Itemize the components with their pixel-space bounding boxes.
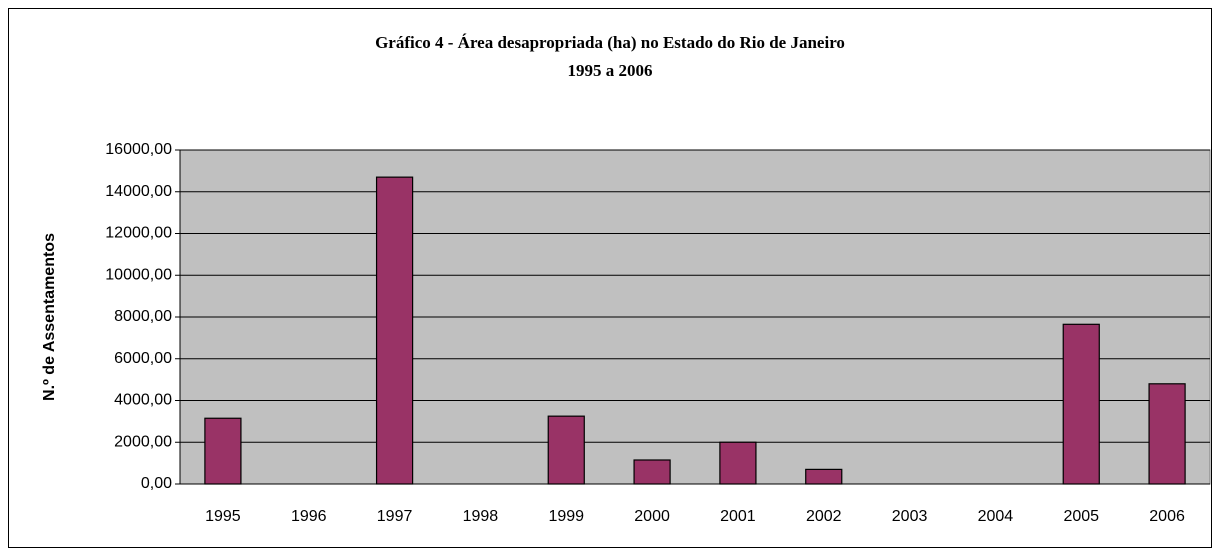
y-tick-label: 10000,00	[105, 266, 172, 283]
y-tick-label: 12000,00	[105, 225, 172, 242]
y-tick-label: 6000,00	[114, 350, 172, 367]
y-tick-label: 4000,00	[114, 392, 172, 409]
y-axis-label: N.º de Assentamentos	[41, 233, 58, 401]
x-tick-label: 2001	[720, 508, 756, 525]
y-tick-label: 16000,00	[105, 141, 172, 158]
bar	[547, 415, 585, 485]
y-tick-label: 2000,00	[114, 433, 172, 450]
bar	[719, 441, 757, 485]
x-tick-label: 1996	[291, 508, 327, 525]
x-tick-label: 2005	[1063, 508, 1099, 525]
chart-subtitle: 1995 a 2006	[568, 61, 653, 80]
chart-title: Gráfico 4 - Área desapropriada (ha) no E…	[375, 33, 845, 52]
bar	[204, 417, 242, 485]
x-tick-label: 2000	[634, 508, 670, 525]
bar	[375, 176, 414, 485]
y-tick-label: 0,00	[141, 475, 172, 492]
y-tick-label: 14000,00	[105, 183, 172, 200]
x-tick-label: 1999	[548, 508, 584, 525]
x-tick-label: 2002	[806, 508, 842, 525]
bar	[1148, 383, 1186, 485]
x-tick-label: 2003	[892, 508, 928, 525]
x-tick-label: 2006	[1149, 508, 1185, 525]
x-tick-label: 1995	[205, 508, 241, 525]
x-tick-label: 1998	[463, 508, 499, 525]
bar	[1062, 323, 1100, 485]
y-tick-label: 8000,00	[114, 308, 172, 325]
x-tick-label: 2004	[978, 508, 1014, 525]
bar	[805, 468, 843, 485]
bar	[633, 459, 671, 485]
x-tick-label: 1997	[377, 508, 413, 525]
